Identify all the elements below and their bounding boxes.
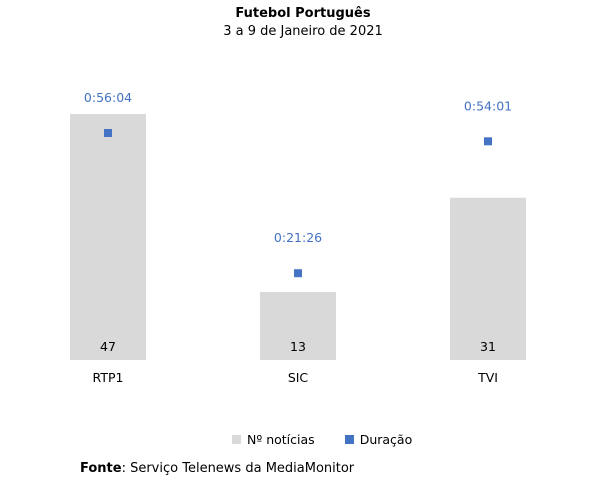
bar-sic xyxy=(260,291,336,360)
x-tick-label: TVI xyxy=(477,370,498,385)
legend-swatch-duracao xyxy=(344,435,354,444)
duration-label: 0:54:01 xyxy=(464,98,512,113)
chart-subtitle: 3 a 9 de Janeiro de 2021 xyxy=(223,24,383,39)
x-tick-label: SIC xyxy=(288,370,309,385)
x-tick-label: RTP1 xyxy=(93,370,124,385)
duration-marker-sic xyxy=(294,269,302,278)
duration-marker-rtp1 xyxy=(104,129,112,137)
bar-value-label: 13 xyxy=(290,339,306,354)
duration-label: 0:21:26 xyxy=(274,230,322,245)
legend: Nº notícias Duração xyxy=(232,432,412,447)
legend-label-duracao: Duração xyxy=(359,432,413,447)
bar-rtp1 xyxy=(70,114,146,360)
legend-label-noticias: Nº notícias xyxy=(247,432,315,447)
chart-title: Futebol Português xyxy=(235,6,371,21)
bar-tvi xyxy=(450,197,526,360)
bar-value-label: 47 xyxy=(100,339,116,354)
bar-value-label: 31 xyxy=(480,339,496,354)
legend-swatch-noticias xyxy=(232,435,241,444)
duration-marker-tvi xyxy=(484,137,492,146)
duration-label: 0:56:04 xyxy=(84,90,132,105)
source-label: Fonte xyxy=(80,461,122,476)
source-text: : Serviço Telenews da MediaMonitor xyxy=(121,461,355,476)
source-note: Fonte: Serviço Telenews da MediaMonitor xyxy=(80,461,354,476)
